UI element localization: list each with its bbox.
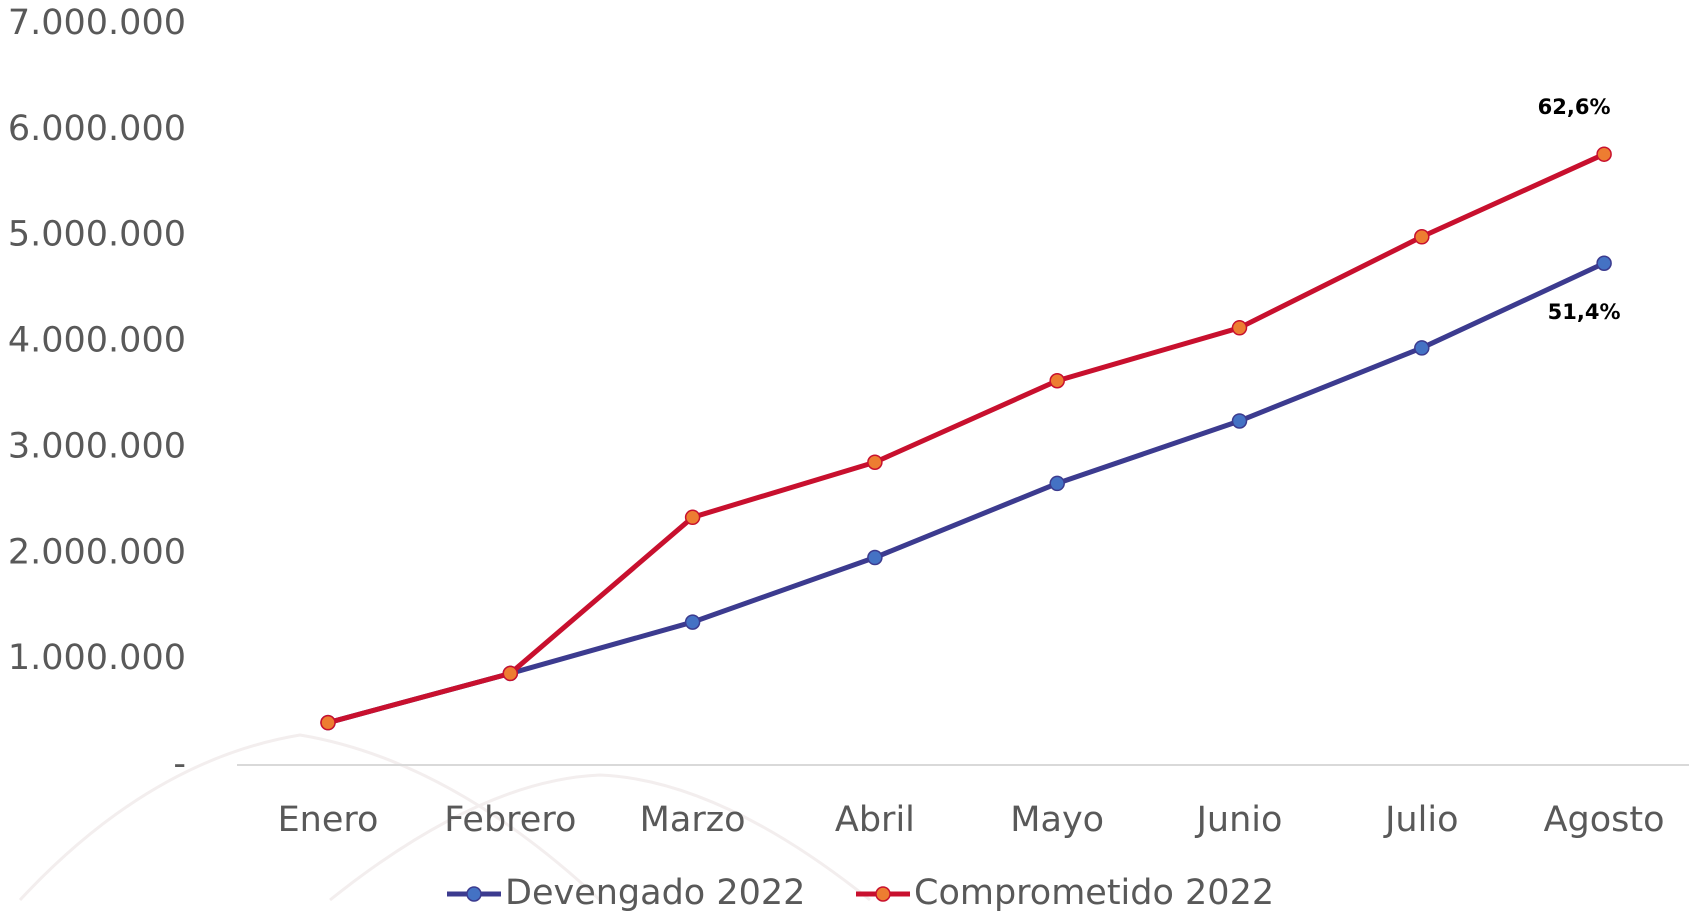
y-tick-label: - xyxy=(173,744,186,784)
point xyxy=(502,665,519,682)
x-tick-label: Julio xyxy=(1383,800,1458,840)
x-tick-label: Febrero xyxy=(444,800,576,840)
y-tick-label: 2.000.000 xyxy=(8,532,186,572)
y-tick-label: 4.000.000 xyxy=(8,321,186,361)
point xyxy=(684,509,701,526)
point xyxy=(1231,320,1248,336)
point xyxy=(1596,255,1612,271)
watermark xyxy=(329,773,871,902)
series-line xyxy=(327,151,1606,726)
end-label: 62,6% xyxy=(1538,95,1611,119)
y-tick-label: 1.000.000 xyxy=(8,638,186,678)
y-tick-label: 5.000.000 xyxy=(8,215,186,255)
y-tick-label: 3.000.000 xyxy=(8,426,186,466)
point xyxy=(320,714,336,731)
x-tick-label: Junio xyxy=(1195,800,1283,840)
y-tick-label: 6.000.000 xyxy=(8,109,186,149)
point xyxy=(1414,340,1430,356)
x-tick-label: Mayo xyxy=(1010,800,1104,840)
x-tick-label: Abril xyxy=(835,800,915,840)
legend-label: Comprometido 2022 xyxy=(914,873,1274,913)
watermark xyxy=(18,733,602,902)
x-tick-label: Enero xyxy=(278,800,379,840)
series-line xyxy=(327,260,1606,726)
end-label: 51,4% xyxy=(1548,300,1621,324)
legend-marker xyxy=(875,886,891,902)
point xyxy=(1596,146,1612,162)
point xyxy=(867,454,883,470)
point xyxy=(1231,413,1248,429)
point xyxy=(684,614,701,630)
legend-label: Devengado 2022 xyxy=(505,873,805,913)
point xyxy=(1049,372,1065,389)
y-tick-label: 7.000.000 xyxy=(8,3,186,43)
x-tick-label: Marzo xyxy=(640,800,746,840)
point xyxy=(1414,229,1430,245)
legend-marker xyxy=(466,886,482,902)
point xyxy=(1049,475,1065,492)
point xyxy=(867,549,883,566)
x-tick-label: Agosto xyxy=(1544,800,1665,840)
